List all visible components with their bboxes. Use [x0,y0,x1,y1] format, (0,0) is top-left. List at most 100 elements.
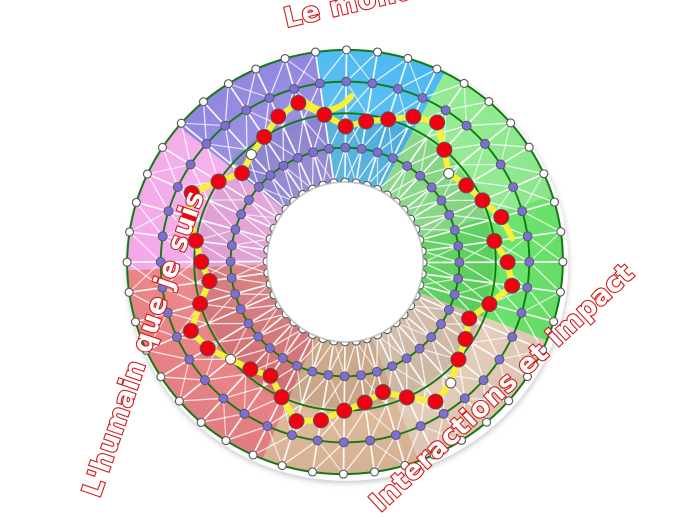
node-mid-purple [372,367,381,376]
node-path-red [451,352,466,367]
fan-line [416,229,455,230]
fan-line [246,110,247,149]
node-mid-purple [163,308,172,317]
node-outer-white [252,65,260,73]
node-outer-white [125,288,133,296]
node-path-red [458,331,473,346]
node-mid-purple [172,332,181,341]
node-path-red [289,414,304,429]
node-path-red [183,323,198,338]
node-outer-white [556,288,564,296]
node-outer-white [401,461,409,469]
node-mid-purple [416,171,425,180]
node-outer-white [177,119,185,127]
node-mid-purple [394,84,403,93]
node-path-red [428,394,443,409]
node-outer-white [278,462,286,470]
node-outer-white [308,468,316,476]
node-mid-purple [227,273,236,282]
node-mid-purple [508,332,517,341]
node-mid-purple [415,344,424,353]
node-path-red [500,255,515,270]
node-path-red [291,95,306,110]
node-outer-white [430,451,438,459]
node-ring3-white [226,354,236,364]
node-outer-white [249,451,257,459]
node-path-red [459,178,474,193]
node-mid-purple [265,344,274,353]
node-mid-purple [455,258,464,267]
node-mid-purple [342,77,351,86]
node-ring3-white [446,378,456,388]
node-mid-purple [263,422,272,431]
node-mid-purple [391,431,400,440]
node-outer-white [539,346,547,354]
node-path-red [482,297,497,312]
node-outer-white [483,418,491,426]
node-path-red [184,186,199,201]
node-outer-white [159,143,167,151]
node-outer-white [197,418,205,426]
node-outer-white [343,46,351,54]
node-path-red [182,209,197,224]
node-mid-purple [164,207,173,216]
node-mid-purple [265,93,274,102]
node-mid-purple [254,332,263,341]
node-outer-white [433,65,441,73]
node-ring3-white [444,168,454,178]
node-path-red [430,115,445,130]
node-mid-purple [450,290,459,299]
node-mid-purple [427,183,436,192]
node-mid-purple [266,171,275,180]
node-path-red [235,166,250,181]
node-mid-purple [495,355,504,364]
node-path-red [399,390,414,405]
node-mid-purple [293,361,302,370]
node-outer-white [559,258,567,266]
node-outer-white [142,346,150,354]
node-mid-purple [437,320,446,329]
node-mid-purple [254,182,263,191]
node-outer-white [222,437,230,445]
node-mid-purple [315,79,324,88]
node-mid-purple [158,232,167,241]
node-outer-white [224,80,232,88]
node-mid-purple [518,207,527,216]
node-path-red [437,142,452,157]
node-mid-purple [460,394,469,403]
node-outer-white [507,119,515,127]
node-mid-purple [454,274,463,283]
node-mid-purple [186,160,195,169]
node-mid-purple [293,153,302,162]
node-outer-white [157,373,165,381]
node-mid-purple [523,283,532,292]
node-path-red [357,395,372,410]
node-outer-white [132,198,140,206]
node-mid-purple [479,376,488,385]
node-mid-purple [173,183,182,192]
node-mid-purple [427,333,436,342]
node-outer-white [485,98,493,106]
node-mid-purple [341,143,350,152]
node-path-red [338,119,353,134]
node-path-red [475,193,490,208]
node-mid-purple [445,210,454,219]
node-mid-purple [373,148,382,157]
node-outer-white [557,228,565,236]
node-path-red [194,254,209,269]
node-mid-purple [158,283,167,292]
node-path-red [381,112,396,127]
node-outer-white [540,170,548,178]
node-path-red [317,107,332,122]
node-outer-white [374,48,382,56]
fan-line [377,335,378,372]
node-path-red [359,114,374,129]
node-path-red [274,390,289,405]
node-outer-white [523,373,531,381]
node-path-red [337,403,352,418]
node-mid-purple [279,161,288,170]
node-mid-purple [416,422,425,431]
node-mid-purple [402,354,411,363]
node-mid-purple [244,195,253,204]
